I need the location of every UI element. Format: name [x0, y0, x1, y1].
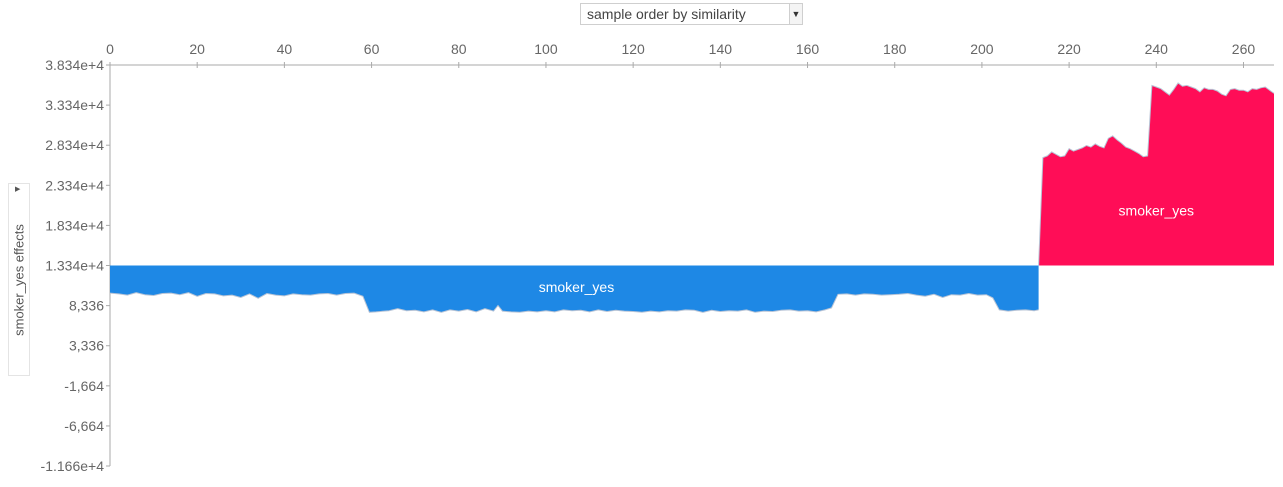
area-edge-positive — [1038, 82, 1275, 266]
x-tick-label: 140 — [709, 41, 733, 57]
x-tick-label: 160 — [796, 41, 820, 57]
y-tick-label: 3,336 — [69, 338, 104, 354]
play-arrow-icon: ▶ — [15, 186, 21, 193]
sample-order-select[interactable]: sample order by similarity ▼ — [580, 3, 803, 25]
y-tick-label: 3.834e+4 — [45, 57, 104, 73]
x-tick-label: 240 — [1145, 41, 1169, 57]
x-tick-label: 120 — [621, 41, 645, 57]
y-tick-label: 2.834e+4 — [45, 137, 104, 153]
x-tick-label: 20 — [189, 41, 205, 57]
chevron-down-icon: ▼ — [789, 4, 802, 24]
x-tick-label: 200 — [970, 41, 994, 57]
x-tick-label: 100 — [534, 41, 558, 57]
y-tick-label: 8,336 — [69, 298, 104, 314]
y-tick-label: 3.334e+4 — [45, 97, 104, 113]
series-label: smoker_yes — [539, 279, 614, 295]
x-tick-label: 260 — [1232, 41, 1256, 57]
area-edge-negative — [109, 292, 1039, 313]
x-tick-label: 60 — [364, 41, 380, 57]
area-negative — [110, 265, 1039, 313]
x-tick-label: 0 — [106, 41, 114, 57]
x-tick-label: 180 — [883, 41, 907, 57]
area-positive — [1038, 83, 1274, 266]
y-tick-label: 1.834e+4 — [45, 217, 104, 233]
y-tick-label: -6,664 — [64, 418, 104, 434]
sample-order-select-value: sample order by similarity — [587, 6, 746, 22]
y-label-select[interactable]: ▶ smoker_yes effects — [8, 183, 30, 376]
x-tick-label: 80 — [451, 41, 467, 57]
y-tick-label: 1.334e+4 — [45, 258, 104, 274]
x-tick-label: 40 — [277, 41, 293, 57]
series-label: smoker_yes — [1119, 203, 1194, 219]
y-tick-label: 2.334e+4 — [45, 177, 104, 193]
y-tick-label: -1.166e+4 — [41, 458, 105, 474]
x-tick-label: 220 — [1057, 41, 1081, 57]
y-tick-label: -1,664 — [64, 378, 104, 394]
